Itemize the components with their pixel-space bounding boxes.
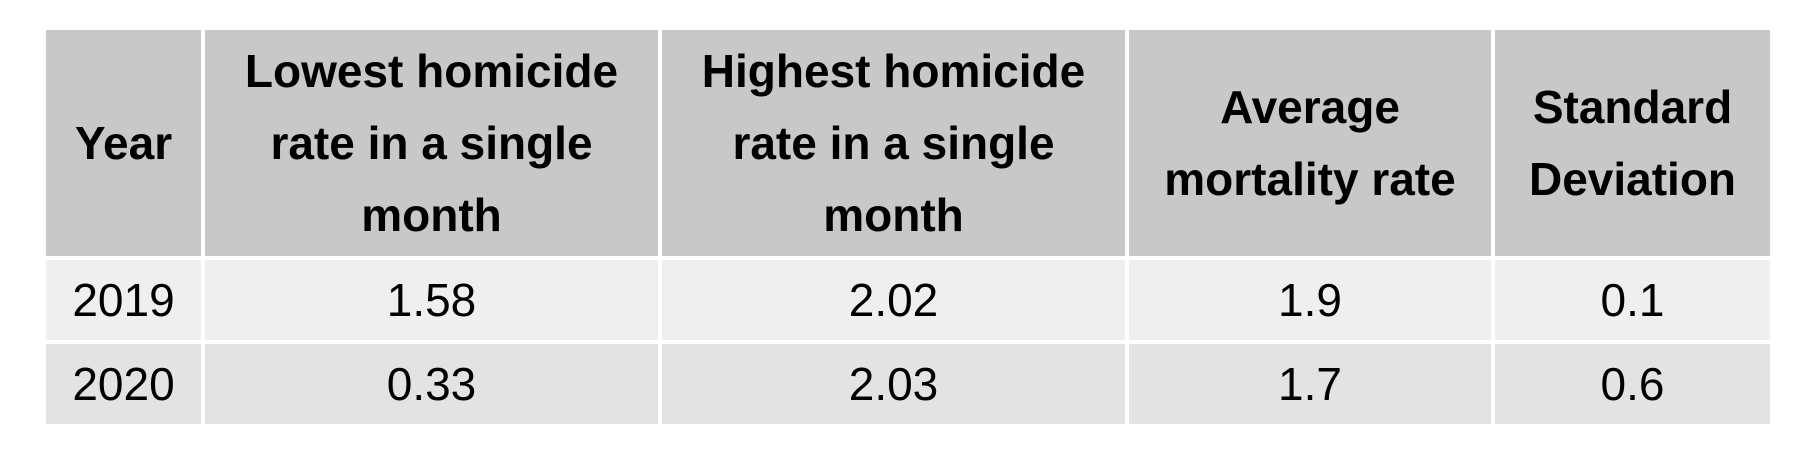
cell-year: 2019 — [42, 256, 205, 344]
cell-std-deviation: 0.6 — [1491, 340, 1774, 428]
header-lowest-rate: Lowest homicide rate in a single month — [201, 26, 662, 260]
cell-std-deviation: 0.1 — [1491, 256, 1774, 344]
header-year: Year — [42, 26, 205, 260]
cell-average-rate: 1.9 — [1125, 256, 1495, 344]
data-table-container: Year Lowest homicide rate in a single mo… — [42, 26, 1774, 428]
homicide-statistics-table: Year Lowest homicide rate in a single mo… — [42, 26, 1774, 428]
cell-lowest-rate: 1.58 — [201, 256, 662, 344]
cell-lowest-rate: 0.33 — [201, 340, 662, 428]
cell-year: 2020 — [42, 340, 205, 428]
table-header-row: Year Lowest homicide rate in a single mo… — [42, 26, 1774, 260]
cell-average-rate: 1.7 — [1125, 340, 1495, 428]
table-row: 2020 0.33 2.03 1.7 0.6 — [42, 340, 1774, 428]
cell-highest-rate: 2.02 — [658, 256, 1129, 344]
cell-highest-rate: 2.03 — [658, 340, 1129, 428]
table-row: 2019 1.58 2.02 1.9 0.1 — [42, 256, 1774, 344]
header-highest-rate: Highest homicide rate in a single month — [658, 26, 1129, 260]
header-std-deviation: Standard Deviation — [1491, 26, 1774, 260]
header-average-rate: Average mortality rate — [1125, 26, 1495, 260]
